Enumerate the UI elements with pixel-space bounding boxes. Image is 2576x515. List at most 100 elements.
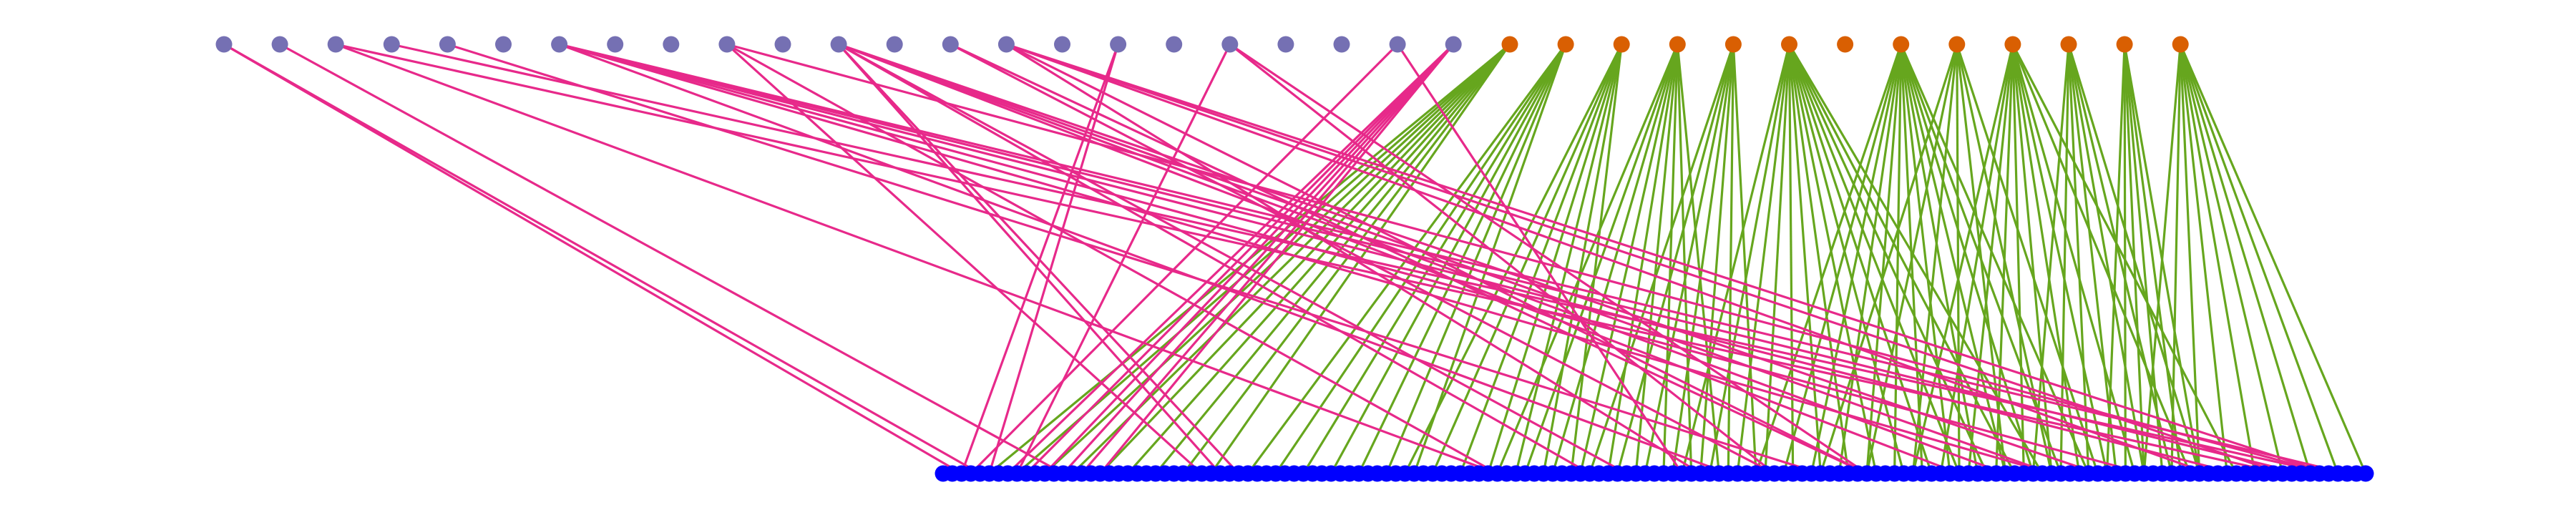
orange-edge	[2059, 44, 2070, 474]
orange-edge	[1911, 44, 2014, 474]
orange-edge	[1787, 44, 1822, 474]
top-orange-node	[1557, 36, 1574, 53]
purple-edge	[1005, 43, 1702, 475]
orange-edge	[1182, 44, 1511, 474]
orange-edge	[1634, 44, 1679, 474]
purple-edge	[223, 43, 962, 475]
orange-edge	[1385, 44, 1567, 474]
purple-edge	[447, 43, 1821, 475]
orange-edge	[1755, 44, 1903, 474]
purple-edge	[1229, 43, 1775, 475]
orange-edge	[2067, 44, 2145, 474]
purple-edge	[335, 43, 1498, 475]
orange-edge	[1154, 43, 1511, 475]
top-purple-node	[886, 36, 903, 53]
purple-edge	[223, 43, 981, 475]
purple-edge	[1007, 43, 1455, 475]
orange-edge	[1810, 44, 1903, 474]
orange-edge	[1787, 44, 1878, 474]
bottom-node	[2357, 465, 2374, 482]
nodes-layer	[215, 36, 2374, 482]
top-purple-node	[215, 36, 233, 53]
top-orange-node	[2116, 36, 2133, 53]
purple-edge	[1015, 44, 1231, 474]
orange-edge	[2179, 44, 2256, 474]
top-orange-node	[1724, 36, 1742, 53]
orange-edge	[1788, 44, 2044, 474]
orange-edge	[1788, 44, 1961, 474]
orange-edge	[2067, 44, 2090, 474]
purple-edge	[838, 43, 1960, 475]
orange-edge	[2011, 44, 2109, 474]
top-purple-node	[271, 36, 288, 53]
orange-edge	[1787, 44, 1850, 474]
orange-edge	[1787, 44, 1795, 474]
orange-edge	[1589, 44, 1735, 474]
top-orange-node	[1837, 36, 1854, 53]
top-purple-node	[607, 36, 624, 53]
top-purple-node	[1110, 36, 1127, 53]
orange-edge	[1727, 44, 1735, 474]
orange-edge	[1644, 44, 1735, 474]
top-purple-node	[1445, 36, 1462, 53]
orange-edge	[1788, 44, 2016, 474]
orange-edge	[2170, 44, 2182, 474]
orange-edge	[1939, 44, 2014, 474]
orange-edge	[2179, 44, 2228, 474]
top-orange-node	[2004, 36, 2021, 53]
purple-edge	[1099, 43, 1455, 475]
purple-edge	[837, 43, 1221, 475]
purple-edge	[726, 43, 1203, 475]
orange-edge	[1672, 44, 1735, 474]
top-orange-node	[1948, 36, 1966, 53]
orange-edge	[2179, 44, 2201, 474]
orange-edge	[1404, 44, 1623, 474]
purple-edge	[1005, 43, 2210, 475]
purple-edge	[988, 44, 1120, 474]
orange-edge	[1764, 44, 1791, 474]
orange-edge	[1579, 44, 1679, 474]
orange-edge	[1496, 44, 1679, 474]
purple-edge	[726, 43, 2329, 475]
orange-edge	[1956, 44, 2007, 474]
orange-edge	[2011, 44, 2136, 474]
purple-edge	[1229, 43, 1868, 475]
top-purple-node	[718, 36, 736, 53]
purple-edge	[559, 43, 2052, 475]
orange-edge	[2123, 44, 2145, 474]
top-purple-node	[495, 36, 512, 53]
orange-edge	[1956, 44, 2099, 474]
edges-layer	[223, 43, 2367, 475]
orange-edge	[1900, 44, 1951, 474]
orange-edge	[1819, 44, 1958, 474]
top-purple-node	[1277, 36, 1294, 53]
purple-edge	[1005, 43, 1868, 475]
orange-edge	[2179, 44, 2312, 474]
purple-edge	[1025, 43, 1455, 475]
orange-edge	[1523, 44, 1679, 474]
purple-edge	[838, 43, 2099, 475]
orange-edge	[1967, 44, 2014, 474]
top-orange-node	[1613, 36, 1630, 53]
purple-edge	[559, 43, 1729, 475]
top-purple-node	[942, 36, 959, 53]
top-purple-node	[1389, 36, 1406, 53]
orange-edge	[1487, 44, 1623, 474]
orange-edge	[1551, 44, 1679, 474]
purple-edge	[950, 43, 1775, 475]
purple-edge	[726, 43, 1498, 475]
top-purple-node	[663, 36, 680, 53]
orange-edge	[2011, 44, 2025, 474]
purple-edge	[960, 44, 1120, 474]
top-purple-node	[1333, 36, 1350, 53]
orange-edge	[1357, 44, 1567, 474]
purple-edge	[1005, 43, 2329, 475]
orange-edge	[2142, 44, 2182, 474]
purple-edge	[1043, 43, 1455, 475]
orange-edge	[1893, 44, 1903, 474]
top-orange-node	[1781, 36, 1797, 53]
orange-edge	[2011, 44, 2192, 474]
orange-edge	[1865, 44, 1903, 474]
orange-edge	[2123, 44, 2127, 474]
orange-edge	[1071, 43, 1511, 475]
